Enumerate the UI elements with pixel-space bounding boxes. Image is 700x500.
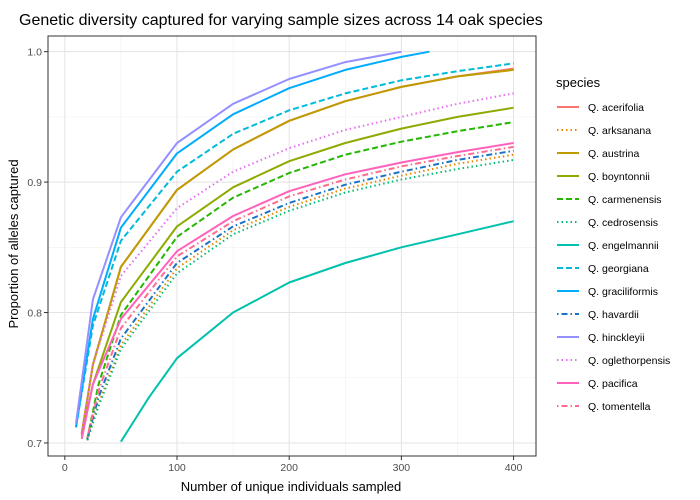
x-tick-label: 400 [505, 462, 523, 474]
y-tick-label: 1.0 [27, 47, 42, 59]
legend-label: Q. austrina [588, 148, 640, 160]
legend-label: Q. hinckleyii [588, 332, 645, 344]
chart-title: Genetic diversity captured for varying s… [19, 12, 543, 29]
series-line-q-engelmannii [120, 220, 514, 443]
legend-label: Q. engelmannii [588, 240, 659, 252]
series-line-q-hinckleyii [75, 50, 402, 424]
y-tick-label: 0.7 [27, 438, 42, 450]
legend-label: Q. havardii [588, 309, 639, 321]
y-axis-title: Proportion of alleles captured [6, 159, 21, 328]
x-tick-label: 300 [393, 462, 411, 474]
series-line-q-pacifica [80, 142, 514, 440]
y-tick-label: 0.9 [27, 177, 42, 189]
legend-label: Q. oglethorpensis [588, 355, 670, 367]
legend-label: Q. cedrosensis [588, 217, 658, 229]
legend-label: Q. boyntonnii [588, 171, 650, 183]
legend-label: Q. georgiana [588, 263, 649, 275]
legend: species Q. acerifolia Q. arksanana Q. aust… [556, 75, 670, 413]
series-line-q-graciliformis [75, 50, 430, 428]
series-line-q-boyntonnii [80, 106, 514, 437]
plot-panel: 0 100 200 300 400 0.7 0.8 0.9 1.0 [27, 35, 537, 474]
legend-title: species [556, 75, 601, 90]
legend-label: Q. graciliformis [588, 286, 658, 298]
y-tick-label: 0.8 [27, 308, 42, 320]
series-line-q-austrina [80, 68, 514, 434]
x-tick-label: 0 [62, 462, 68, 474]
x-tick-label: 200 [280, 462, 298, 474]
series-line-q-oglethorpensis [80, 92, 514, 433]
legend-label: Q. tomentella [588, 401, 651, 413]
x-axis-title: Number of unique individuals sampled [181, 479, 401, 494]
legend-label: Q. acerifolia [588, 102, 644, 114]
series-line-q-havardii [86, 149, 514, 440]
series-line-q-georgiana [75, 62, 514, 428]
legend-label: Q. carmenensis [588, 194, 662, 206]
legend-label: Q. pacifica [588, 378, 638, 390]
x-tick-label: 100 [168, 462, 186, 474]
series-line-q-carmenensis [86, 121, 514, 440]
legend-label: Q. arksanana [588, 125, 651, 137]
series-line-q-tomentella [86, 145, 514, 438]
plot-background [48, 36, 536, 456]
plot-border [47, 35, 537, 457]
